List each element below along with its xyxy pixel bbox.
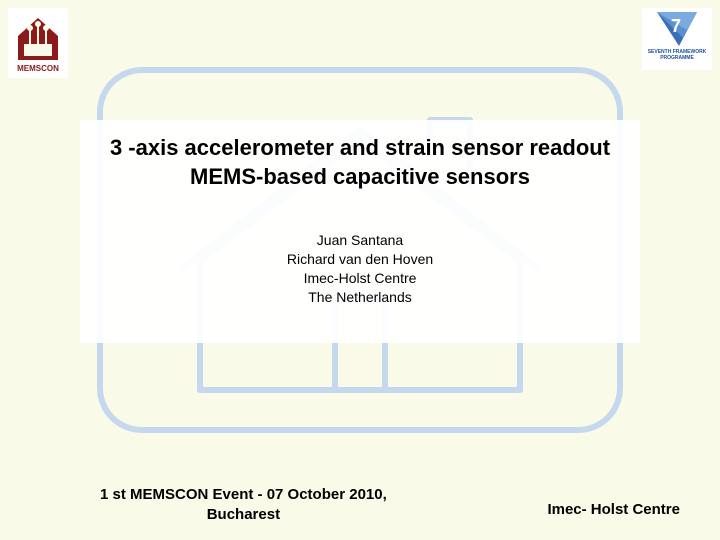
author-line: Richard van den Hoven bbox=[100, 250, 620, 269]
footer-affiliation: Imec- Holst Centre bbox=[547, 501, 680, 518]
house-circuit-icon bbox=[14, 14, 62, 62]
memscon-logo-label: MEMSCON bbox=[17, 64, 59, 73]
fp7-icon: 7 bbox=[655, 10, 699, 48]
memscon-logo: MEMSCON bbox=[8, 8, 68, 78]
fp7-logo-label: SEVENTH FRAMEWORK PROGRAMME bbox=[648, 50, 707, 61]
author-line: Juan Santana bbox=[100, 231, 620, 250]
presentation-title: 3 -axis accelerometer and strain sensor … bbox=[100, 134, 620, 191]
svg-text:7: 7 bbox=[671, 16, 681, 36]
author-line: Imec-Holst Centre bbox=[100, 269, 620, 288]
fp7-logo: 7 SEVENTH FRAMEWORK PROGRAMME bbox=[642, 8, 712, 70]
footer-event: 1 st MEMSCON Event - 07 October 2010, Bu… bbox=[100, 485, 387, 524]
title-card: 3 -axis accelerometer and strain sensor … bbox=[80, 120, 640, 343]
author-line: The Netherlands bbox=[100, 288, 620, 307]
authors-block: Juan Santana Richard van den Hoven Imec-… bbox=[100, 231, 620, 307]
